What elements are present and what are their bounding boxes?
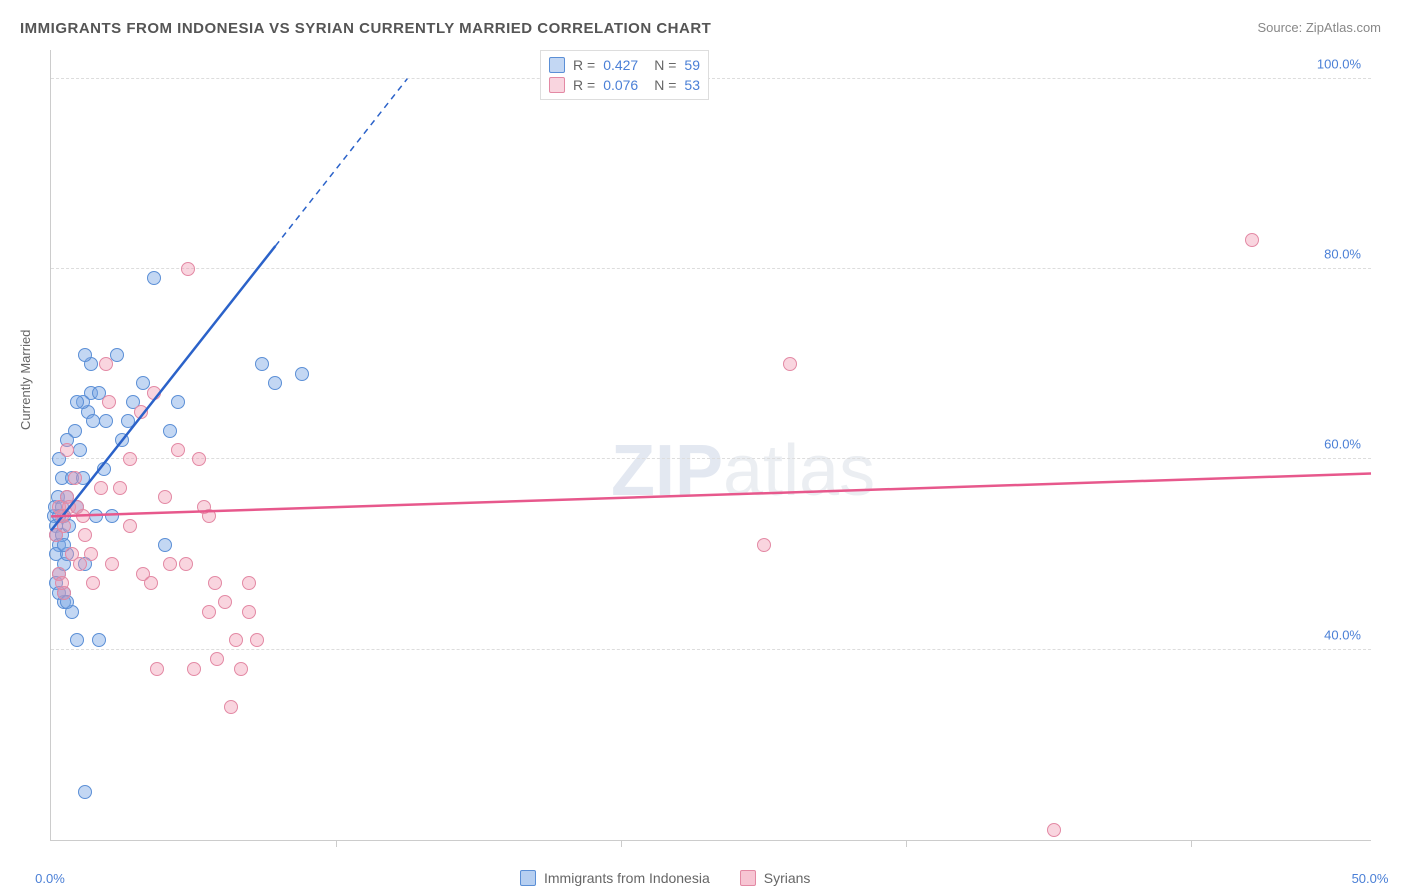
x-minor-tick [336, 840, 337, 847]
plot-area: ZIPatlas 40.0%60.0%80.0%100.0% [50, 50, 1371, 841]
stats-legend: R = 0.427 N = 59 R = 0.076 N = 53 [540, 50, 709, 100]
legend-label: Immigrants from Indonesia [544, 870, 710, 886]
swatch-icon [549, 77, 565, 93]
r-value: 0.076 [603, 77, 638, 93]
x-tick-label: 50.0% [1352, 871, 1389, 886]
n-label: N = [654, 57, 676, 73]
n-value: 53 [684, 77, 700, 93]
series-legend: Immigrants from Indonesia Syrians [520, 870, 810, 886]
y-axis-label: Currently Married [18, 330, 33, 430]
x-minor-tick [621, 840, 622, 847]
swatch-icon [520, 870, 536, 886]
n-label: N = [654, 77, 676, 93]
swatch-icon [549, 57, 565, 73]
n-value: 59 [684, 57, 700, 73]
stats-row: R = 0.427 N = 59 [549, 55, 700, 75]
legend-item: Syrians [740, 870, 811, 886]
r-value: 0.427 [603, 57, 638, 73]
x-tick-label: 0.0% [35, 871, 65, 886]
r-label: R = [573, 77, 595, 93]
r-label: R = [573, 57, 595, 73]
trend-lines [51, 50, 1371, 840]
chart-title: IMMIGRANTS FROM INDONESIA VS SYRIAN CURR… [20, 20, 711, 37]
x-minor-tick [1191, 840, 1192, 847]
swatch-icon [740, 870, 756, 886]
source-label: Source: ZipAtlas.com [1257, 20, 1381, 35]
x-minor-tick [906, 840, 907, 847]
stats-row: R = 0.076 N = 53 [549, 75, 700, 95]
legend-item: Immigrants from Indonesia [520, 870, 710, 886]
legend-label: Syrians [764, 870, 811, 886]
